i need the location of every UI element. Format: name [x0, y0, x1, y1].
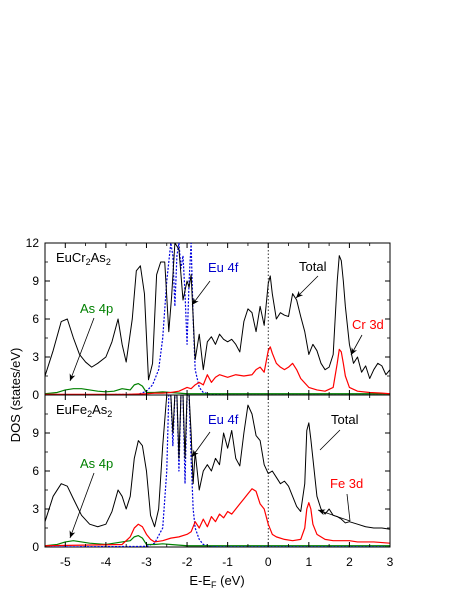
- series-line-eu-4f: [45, 395, 390, 547]
- panel-bottom-arrow-d-tail: [317, 509, 351, 522]
- panel-bottom-arrow-d: [346, 493, 351, 522]
- panel-bottom-y-ticks: 0 3 6 9: [32, 394, 391, 554]
- y-tick-label: 6: [32, 464, 39, 478]
- y-tick-label: 12: [26, 236, 40, 250]
- x-tick-label: -2: [182, 555, 193, 569]
- series-line-as-4p: [45, 383, 390, 395]
- panel-bottom-arrow-eu4f: [191, 431, 211, 458]
- x-tick-label: 2: [346, 555, 353, 569]
- panel-top-y-ticks: 0 3 6 9 12: [26, 236, 391, 402]
- y-tick-label: 9: [32, 274, 39, 288]
- panel-top-compound-label: EuCr2As2: [56, 250, 111, 267]
- x-tick-label: 3: [387, 555, 394, 569]
- panel-top-arrow-d: [350, 334, 363, 356]
- panel-bottom-arrow-as4p: [69, 472, 95, 539]
- y-tick-label: 6: [32, 312, 39, 326]
- y-tick-label: 9: [32, 426, 39, 440]
- x-tick-label: -3: [141, 555, 152, 569]
- panel-bottom-plot-area: [45, 395, 390, 547]
- y-tick-label: 0: [32, 388, 39, 402]
- panel-top-annot-total: Total: [299, 259, 327, 274]
- panel-top-arrow-total: [295, 275, 319, 299]
- series-line-d-states: [45, 488, 390, 547]
- panel-bottom-annot-d: Fe 3d: [330, 476, 363, 491]
- x-tick-label: 0: [265, 555, 272, 569]
- panel-bottom-compound-label: EuFe2As2: [56, 402, 112, 419]
- panel-top-arrow-as4p: [69, 317, 95, 382]
- panel-top-plot-area: [45, 243, 390, 395]
- y-tick-label: 0: [32, 540, 39, 554]
- panel-bottom-annot-total: Total: [331, 412, 359, 427]
- series-line-d-states: [45, 346, 390, 395]
- x-tick-label: -5: [60, 555, 71, 569]
- panel-bottom: 0 3 6 9 EuFe2As2 As 4p Eu 4f Total Fe 3d: [32, 394, 391, 554]
- x-tick-label: -1: [222, 555, 233, 569]
- y-tick-label: 3: [32, 502, 39, 516]
- panel-bottom-annot-eu4f: Eu 4f: [208, 412, 239, 427]
- y-tick-label: 3: [32, 350, 39, 364]
- series-line-as-4p: [45, 535, 390, 547]
- series-line-eu-4f: [45, 243, 390, 395]
- x-tick-label: 1: [305, 555, 312, 569]
- panel-top-annot-as4p: As 4p: [80, 301, 113, 316]
- panel-top: 0 3 6 9 12 EuCr2As2 As 4p Eu 4f Total Cr 3d: [26, 236, 391, 402]
- series-line-total: [45, 395, 390, 530]
- panel-top-arrow-eu4f: [191, 280, 211, 306]
- panel-top-annot-d: Cr 3d: [352, 317, 384, 332]
- panel-top-annot-eu4f: Eu 4f: [208, 260, 239, 275]
- series-line-total: [45, 243, 390, 381]
- y-axis-label: DOS (states/eV): [8, 348, 23, 443]
- panel-bottom-arrow-total: [319, 429, 341, 451]
- panel-bottom-annot-as4p: As 4p: [80, 456, 113, 471]
- x-tick-label: -4: [101, 555, 112, 569]
- x-axis: -5 -4 -3 -2 -1 0 1 2 3: [60, 555, 394, 569]
- x-axis-label: E-EF (eV): [189, 573, 244, 590]
